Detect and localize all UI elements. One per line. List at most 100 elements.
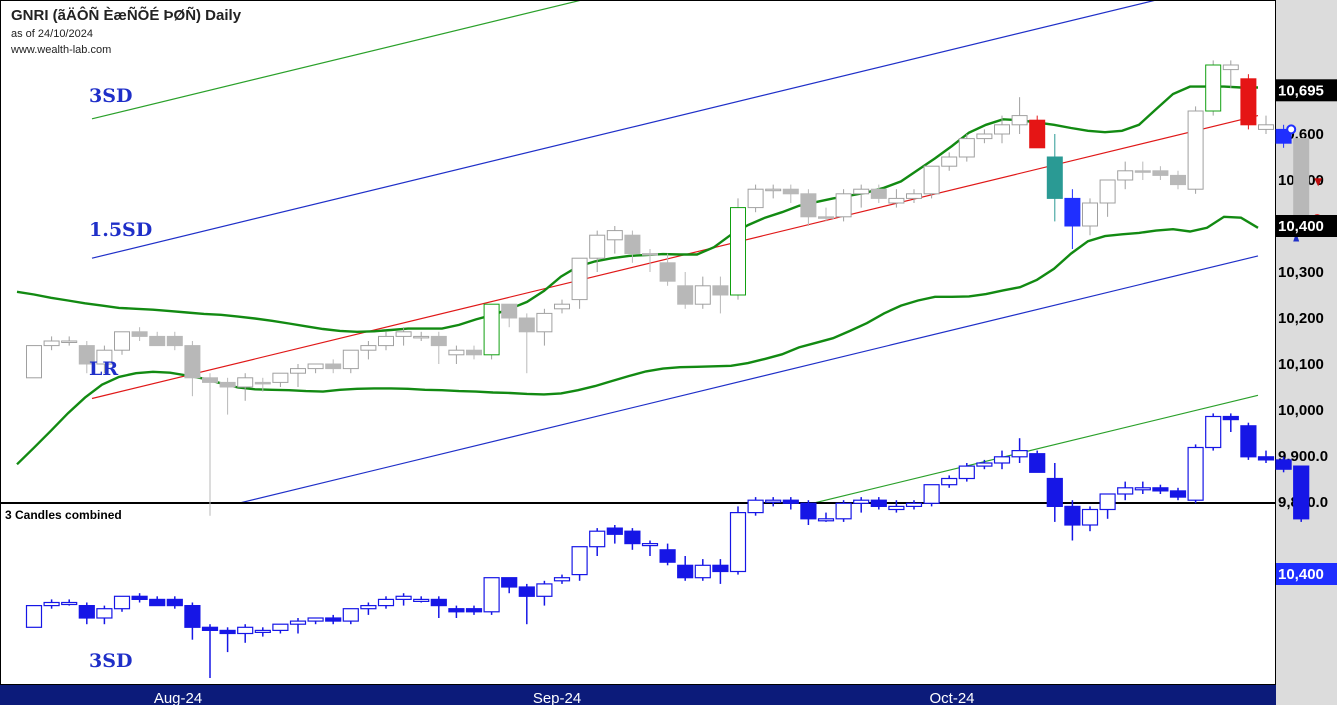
combined-body [870, 499, 887, 508]
combined-body [606, 527, 623, 535]
price-candle [1152, 166, 1169, 180]
combined-body [342, 608, 359, 622]
combined-body [853, 499, 870, 504]
combined-body [1222, 415, 1239, 421]
candle-body [571, 257, 588, 301]
price-candle [712, 276, 729, 314]
bollinger-upper [16, 85, 1258, 334]
combined-body [307, 617, 324, 622]
price-candle [765, 184, 782, 199]
combined-body [1011, 450, 1028, 458]
combined-candle [325, 614, 342, 625]
candle-body [1099, 179, 1116, 204]
combined-candle [712, 559, 729, 584]
combined-body [78, 604, 95, 619]
candle-body [466, 349, 482, 356]
combined-candle [1099, 493, 1116, 519]
combined-candle [1293, 465, 1310, 522]
candle-body [272, 372, 289, 383]
candle-body [360, 345, 377, 351]
combined-body [360, 604, 377, 610]
price-badge-bg [1276, 79, 1337, 102]
channel-upper-3sd [91, 1, 581, 120]
combined-body [43, 601, 60, 607]
combined-body [166, 598, 183, 607]
candle-body [448, 349, 465, 356]
price-candle [1187, 106, 1204, 194]
combined-candle [624, 528, 641, 550]
combined-body [113, 595, 131, 610]
combined-candle [501, 577, 518, 594]
combined-body [430, 598, 447, 607]
candle-body [782, 188, 799, 195]
date-label: Aug-24 [154, 690, 202, 705]
price-candle [184, 341, 201, 397]
combined-body [765, 499, 782, 503]
combined-candle [659, 543, 676, 566]
date-axis-labels: Aug-24 Sep-24 Oct-24 [154, 690, 975, 705]
combined-body [993, 456, 1011, 464]
combined-candle [729, 506, 747, 575]
combined-body [289, 620, 307, 625]
combined-candle [1275, 456, 1292, 473]
price-candle [501, 303, 518, 328]
candle-body [870, 188, 887, 199]
price-candle [114, 331, 130, 355]
combined-candle [1205, 413, 1222, 451]
price-candle [483, 303, 500, 360]
combined-candle [553, 574, 571, 584]
candle-body [501, 303, 518, 319]
combined-candle [113, 595, 131, 612]
price-badges: 10,695 10,400 10,400 [1276, 79, 1337, 585]
combined-candle [747, 497, 764, 516]
channel-label: 1.5SD [89, 219, 152, 241]
price-badge: 10,695 [1278, 82, 1324, 99]
combined-candle [958, 463, 975, 482]
combined-body [465, 608, 483, 613]
candle-body [26, 345, 42, 379]
combined-candle [1117, 481, 1134, 501]
price-candle [800, 189, 817, 226]
combined-body [1029, 453, 1046, 473]
combined-body [976, 462, 993, 467]
combined-3sd-label: 3SD [89, 650, 132, 672]
combined-body [149, 598, 166, 607]
candle-body [96, 349, 113, 365]
candle-body [1240, 78, 1257, 126]
price-candle [272, 372, 289, 387]
candle-body [342, 349, 359, 370]
price-candle [941, 152, 958, 171]
combined-candle [1029, 450, 1046, 473]
price-candle [906, 189, 922, 203]
combined-body [219, 629, 236, 635]
combined-body [800, 502, 817, 520]
candle-body [1046, 156, 1063, 199]
price-candle [976, 129, 993, 144]
combined-candle [430, 596, 447, 618]
price-candle [413, 331, 430, 341]
candle-body [1187, 110, 1204, 190]
candle-body [1293, 138, 1310, 218]
price-candle [307, 363, 324, 374]
price-candle [1029, 115, 1046, 149]
candle-body [1029, 119, 1046, 149]
candle-body [976, 133, 993, 140]
combined-body [905, 502, 923, 507]
combined-body [96, 608, 113, 619]
combined-candle [589, 528, 606, 556]
candle-body [800, 193, 817, 218]
price-candle [606, 226, 623, 254]
price-candle [642, 249, 658, 272]
channel-labels: 3SD 1.5SD LR 3SD [89, 85, 152, 672]
price-candle [923, 165, 940, 199]
source-link[interactable]: www.wealth-lab.com [11, 44, 112, 56]
price-candle [589, 230, 606, 272]
candle-body [1082, 202, 1098, 227]
combined-candle [1257, 450, 1275, 463]
candle-body [1134, 170, 1151, 173]
combined-candle [1064, 500, 1081, 541]
combined-body [923, 484, 940, 504]
candle-body [765, 188, 782, 192]
candle-body [184, 345, 201, 379]
candle-body [818, 216, 834, 219]
